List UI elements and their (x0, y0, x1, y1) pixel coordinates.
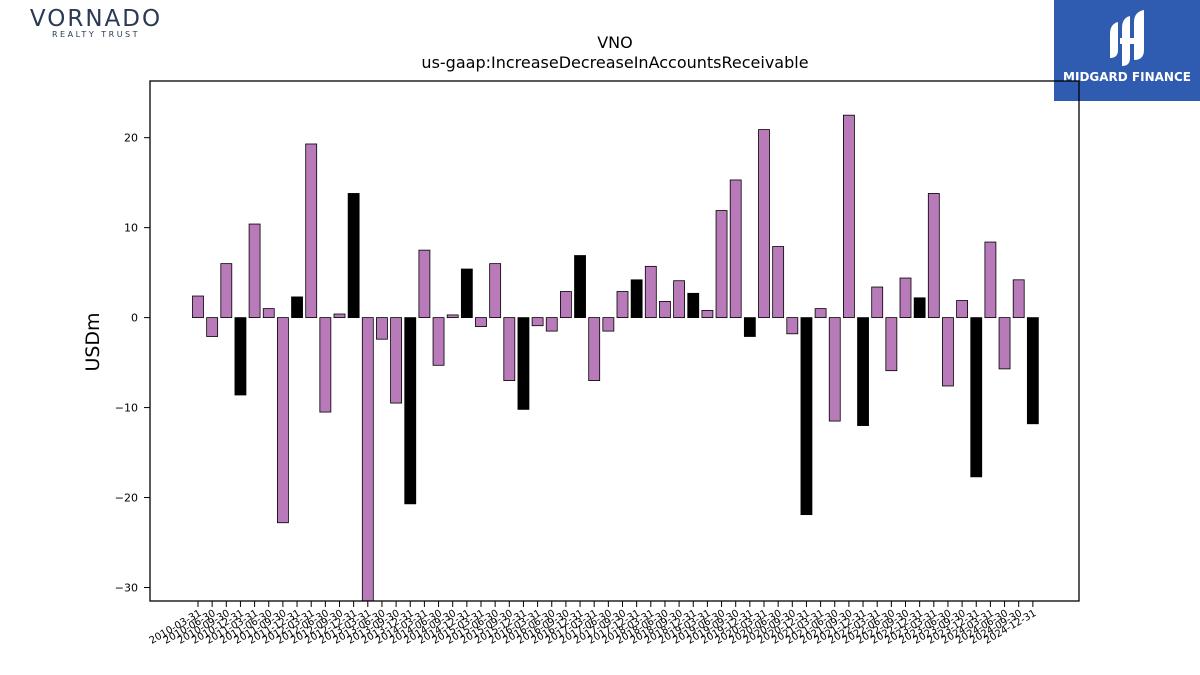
bar-2016-12-31 (574, 255, 586, 319)
bar-2012-09-30 (333, 313, 346, 319)
y-tick-label: −10 (115, 402, 138, 415)
bar-2015-12-31 (517, 317, 530, 410)
bar-2011-09-30 (276, 317, 289, 524)
bar-2013-12-31 (404, 317, 417, 505)
bar-2017-06-30 (602, 317, 615, 332)
bar-2021-03-31 (814, 308, 827, 319)
plot-frame (149, 80, 1080, 602)
bar-2012-06-30 (319, 317, 332, 413)
midgard-logo-name: MIDGARD FINANCE (1063, 70, 1191, 84)
bar-2017-09-30 (616, 291, 629, 319)
vornado-logo: VORNADO REALTY TRUST (10, 4, 182, 40)
bar-2018-03-31 (644, 265, 657, 319)
bar-2016-09-30 (560, 291, 572, 319)
bar-2023-06-30 (942, 317, 954, 387)
bar-2021-09-30 (843, 114, 855, 319)
bar-2011-12-31 (291, 296, 303, 319)
bar-2013-09-30 (390, 317, 403, 404)
y-tick-label: 20 (124, 132, 138, 145)
bar-2024-09-30 (1012, 279, 1025, 319)
chart-subtitle: us-gaap:IncreaseDecreaseInAccountsReceiv… (421, 53, 808, 72)
y-axis-ticks: 20 10 0 −10 −20 −30 (115, 132, 150, 595)
y-axis-label: USDm (82, 312, 104, 371)
bar-2018-06-30 (659, 301, 671, 319)
bar-2013-03-31 (361, 317, 374, 602)
bar-2015-06-30 (489, 263, 502, 319)
bar-2015-03-31 (475, 317, 487, 328)
bar-2010-06-30 (206, 317, 219, 337)
bar-2018-12-31 (687, 292, 700, 319)
y-tick-label: 0 (131, 312, 138, 325)
bar-2016-06-30 (545, 317, 558, 332)
bar-2019-06-30 (715, 210, 728, 319)
vornado-logo-tagline: REALTY TRUST (52, 30, 140, 39)
bar-2023-12-31 (970, 317, 983, 478)
bar-2022-12-31 (913, 297, 926, 319)
bar-2017-12-31 (630, 279, 643, 319)
bar-2023-09-30 (956, 300, 968, 319)
bar-2019-09-30 (729, 179, 742, 319)
bar-2022-06-30 (885, 317, 898, 372)
bar-2016-03-31 (531, 317, 544, 327)
bar-2010-12-31 (234, 317, 247, 396)
y-tick-label: −30 (115, 582, 138, 595)
bar-2020-12-31 (800, 317, 813, 516)
bar-2010-03-31 (192, 295, 204, 319)
bar-2020-06-30 (772, 246, 785, 319)
bar-2021-06-30 (828, 317, 841, 422)
y-tick-label: −20 (115, 492, 138, 505)
bar-2014-03-31 (418, 249, 431, 319)
bar-2019-12-31 (743, 317, 756, 337)
bar-2019-03-31 (701, 310, 714, 319)
bar-2015-09-30 (503, 317, 516, 381)
bar-2020-09-30 (786, 317, 799, 335)
bar-2012-03-31 (305, 143, 318, 319)
bar-2011-03-31 (248, 223, 261, 318)
bar-2014-06-30 (432, 317, 445, 366)
bar-2022-09-30 (899, 277, 912, 318)
bar-2013-06-30 (376, 317, 388, 340)
bar-2012-12-31 (347, 193, 360, 319)
bars (192, 114, 1039, 602)
x-axis-ticks: 2010-03-312010-06-302010-09-302010-12-31… (148, 601, 1038, 647)
bar-2017-03-31 (588, 317, 601, 381)
bar-2010-09-30 (220, 263, 233, 319)
bar-2011-06-30 (262, 308, 275, 319)
bar-2023-03-31 (927, 193, 940, 319)
vornado-logo-name: VORNADO (30, 6, 162, 32)
bar-2018-09-30 (673, 280, 685, 319)
bar-2024-06-30 (998, 317, 1011, 370)
midgard-emblem-icon (1110, 10, 1144, 66)
bar-2014-12-31 (460, 268, 473, 319)
bar-2024-12-31 (1026, 317, 1039, 425)
bar-2021-12-31 (857, 317, 869, 426)
midgard-finance-logo: MIDGARD FINANCE (1054, 0, 1200, 101)
bar-2020-03-31 (758, 129, 770, 319)
bar-2022-03-31 (871, 286, 884, 319)
y-tick-label: 10 (124, 222, 138, 235)
chart-title: VNO (597, 33, 633, 52)
bar-2024-03-31 (984, 241, 997, 319)
bar-2014-09-30 (446, 314, 459, 319)
